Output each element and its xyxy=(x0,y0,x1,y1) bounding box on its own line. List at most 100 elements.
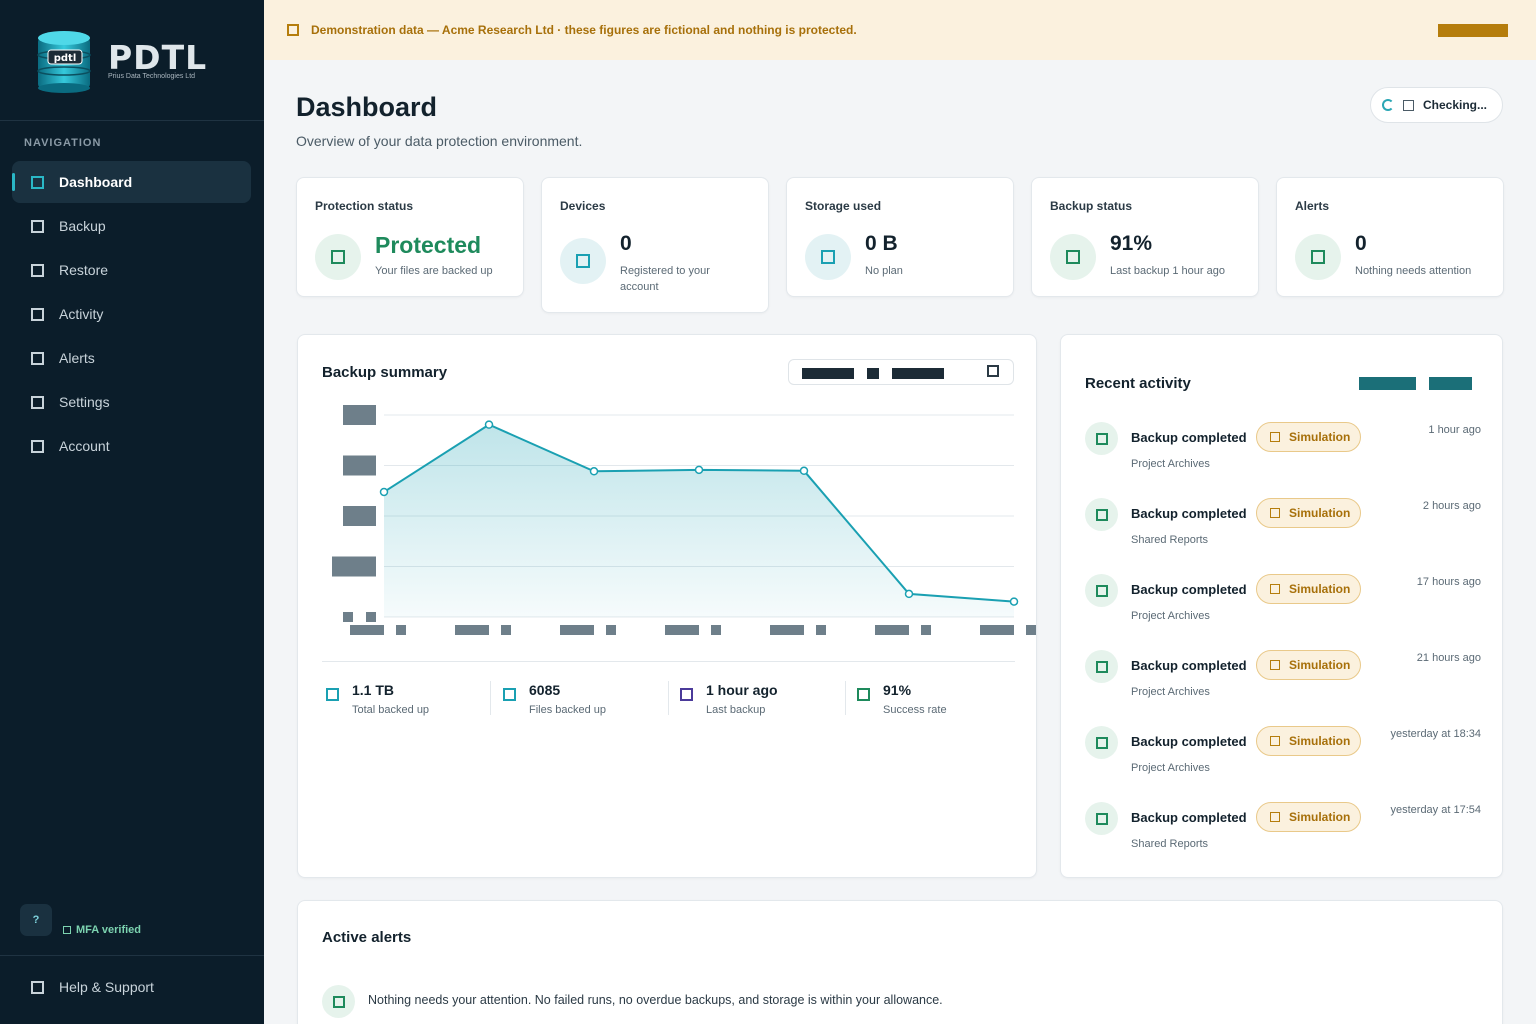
user-avatar-button[interactable]: ? xyxy=(20,904,52,936)
stat-label: Protection status xyxy=(315,199,414,213)
stat-desc: Nothing needs attention xyxy=(1355,265,1472,277)
sidebar-item-restore[interactable]: Restore xyxy=(12,249,251,291)
list-item[interactable]: Backup completed Simulation Shared Repor… xyxy=(1085,802,1481,862)
stat-desc: Registered to your account xyxy=(620,265,710,293)
activity-time: yesterday at 17:54 xyxy=(1390,804,1481,816)
data-point xyxy=(589,467,599,476)
brand-logo[interactable]: pdtl PDTL Prius Data Technologies Ltd xyxy=(34,28,234,98)
x-tick-label xyxy=(921,625,931,635)
activity-view-all-button[interactable] xyxy=(1429,377,1472,390)
stat-card-devices[interactable]: Devices 0 Registered to your account xyxy=(541,177,769,313)
stat-card-alerts[interactable]: Alerts 0 Nothing needs attention xyxy=(1276,177,1504,297)
y-tick-label xyxy=(343,612,353,622)
x-tick-label xyxy=(1026,625,1036,635)
backup-summary-chart xyxy=(332,405,1036,635)
sidebar-item-alerts[interactable]: Alerts xyxy=(12,337,251,379)
stat-card-backup-status[interactable]: Backup status 91% Last backup 1 hour ago xyxy=(1031,177,1259,297)
success-metric-icon xyxy=(857,688,870,701)
simulation-badge: Simulation xyxy=(1256,726,1361,756)
flask-icon xyxy=(1270,812,1280,822)
section-title: Recent activity xyxy=(1085,375,1191,392)
x-tick-label xyxy=(606,625,616,635)
simulation-badge-label: Simulation xyxy=(1289,810,1351,824)
stat-value: 0 B xyxy=(865,232,898,255)
data-point xyxy=(484,420,494,429)
sidebar-divider xyxy=(0,955,264,956)
activity-subtitle: Project Archives xyxy=(1131,762,1210,774)
x-tick-label xyxy=(816,625,826,635)
list-item[interactable]: Backup completed Simulation Project Arch… xyxy=(1085,650,1481,710)
simulation-badge-label: Simulation xyxy=(1289,430,1351,444)
sidebar-item-label: Restore xyxy=(59,262,109,278)
activity-filter-button[interactable] xyxy=(1359,377,1416,390)
x-tick-label xyxy=(665,625,699,635)
settings-icon xyxy=(31,395,44,409)
sidebar-item-account[interactable]: Account xyxy=(12,425,251,467)
metric-label: Files backed up xyxy=(529,704,607,716)
activity-title: Backup completed xyxy=(1131,734,1247,749)
device-icon xyxy=(560,238,606,284)
stat-desc: Last backup 1 hour ago xyxy=(1110,265,1225,277)
metric-files-backed-up: 6085 Files backed up xyxy=(499,679,659,719)
activity-time: 1 hour ago xyxy=(1428,424,1481,436)
storage-icon xyxy=(805,234,851,280)
sidebar-divider xyxy=(0,120,264,121)
dashboard-icon xyxy=(31,175,44,189)
recent-activity-card: Recent activity Backup completed Simulat… xyxy=(1060,334,1503,878)
stat-desc: Your files are backed up xyxy=(375,265,493,277)
simulation-badge: Simulation xyxy=(1256,802,1361,832)
metric-label: Last backup xyxy=(706,704,766,716)
y-tick-label xyxy=(343,455,376,476)
stat-value: 91% xyxy=(1110,232,1153,255)
stat-desc: No plan xyxy=(865,265,903,277)
sidebar-item-label: Alerts xyxy=(59,350,95,366)
x-tick-label xyxy=(711,625,721,635)
y-tick-label xyxy=(343,506,376,526)
flask-icon xyxy=(1270,660,1280,670)
sidebar-item-backup[interactable]: Backup xyxy=(12,205,251,247)
stat-label: Storage used xyxy=(805,199,882,213)
flask-icon xyxy=(1270,508,1280,518)
check-icon xyxy=(322,985,355,1018)
sidebar-item-settings[interactable]: Settings xyxy=(12,381,251,423)
banner-text: Demonstration data — Acme Research Ltd ·… xyxy=(311,23,857,37)
sidebar-item-activity[interactable]: Activity xyxy=(12,293,251,335)
y-tick-label xyxy=(332,556,376,577)
x-tick-label xyxy=(501,625,511,635)
list-item[interactable]: Backup completed Simulation Shared Repor… xyxy=(1085,498,1481,558)
date-range-select[interactable] xyxy=(788,359,1014,385)
shield-check-icon xyxy=(63,926,71,934)
list-item[interactable]: Backup completed Simulation Project Arch… xyxy=(1085,726,1481,786)
list-item[interactable]: Backup completed Simulation Project Arch… xyxy=(1085,422,1481,482)
data-point xyxy=(379,487,389,497)
banner-action-button[interactable] xyxy=(1438,24,1508,37)
stat-value: 0 xyxy=(620,232,632,255)
metric-label: Success rate xyxy=(883,704,947,716)
metric-last-backup: 1 hour ago Last backup xyxy=(676,679,836,719)
file-metric-icon xyxy=(503,688,516,701)
sidebar-item-label: Activity xyxy=(59,306,104,322)
stat-label: Backup status xyxy=(1050,199,1133,213)
range-end-redacted xyxy=(892,368,944,379)
activity-subtitle: Shared Reports xyxy=(1131,534,1209,546)
list-item[interactable]: Backup completed Simulation Project Arch… xyxy=(1085,574,1481,634)
sidebar-item-help-support[interactable]: Help & Support xyxy=(12,966,251,1008)
status-check-button[interactable]: Checking... xyxy=(1370,87,1503,123)
activity-subtitle: Project Archives xyxy=(1131,610,1210,622)
alert-message: Nothing needs your attention. No failed … xyxy=(368,993,943,1007)
activity-subtitle: Project Archives xyxy=(1131,458,1210,470)
metric-value: 1 hour ago xyxy=(706,682,778,698)
metric-separator xyxy=(668,681,669,715)
sidebar-item-dashboard[interactable]: Dashboard xyxy=(12,161,251,203)
activity-title: Backup completed xyxy=(1131,430,1247,445)
metric-label: Total backed up xyxy=(352,704,430,716)
logo-subtitle: Prius Data Technologies Ltd xyxy=(108,73,196,80)
stat-card-storage[interactable]: Storage used 0 B No plan xyxy=(786,177,1014,297)
section-title: Active alerts xyxy=(322,929,412,946)
metric-value: 6085 xyxy=(529,682,561,698)
metric-separator xyxy=(845,681,846,715)
activity-title: Backup completed xyxy=(1131,506,1247,521)
simulation-badge: Simulation xyxy=(1256,422,1361,452)
metric-value: 91% xyxy=(883,682,912,698)
stat-card-protection[interactable]: Protection status Protected Your files a… xyxy=(296,177,524,297)
